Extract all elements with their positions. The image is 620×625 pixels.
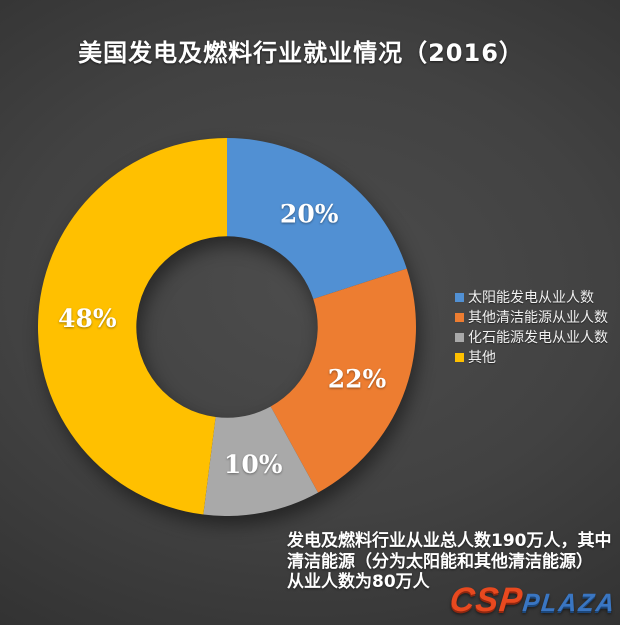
legend-swatch xyxy=(455,292,464,302)
slice-label-2: 10% xyxy=(224,450,283,479)
annotation-line: 清洁能源（分为太阳能和其他清洁能源） xyxy=(287,551,593,572)
annotation-line: 发电及燃料行业从业总人数190万人，其中 xyxy=(287,531,612,551)
legend-item-solar: 太阳能发电从业人数 xyxy=(455,287,608,307)
slice-2 xyxy=(203,406,319,516)
chart-annotation: 发电及燃料行业从业总人数190万人，其中 清洁能源（分为太阳能和其他清洁能源） … xyxy=(287,531,617,593)
legend-label: 其他 xyxy=(468,350,496,366)
slice-1 xyxy=(270,268,416,493)
slice-3 xyxy=(37,137,227,515)
slice-label-0: 20% xyxy=(280,200,339,229)
legend-label: 太阳能发电从业人数 xyxy=(468,290,594,306)
legend-swatch xyxy=(455,332,464,342)
legend-label: 其他清洁能源从业人数 xyxy=(468,310,608,326)
watermark-plaza-text: PLAZA xyxy=(520,589,618,617)
watermark-csp-text: CSP xyxy=(447,581,525,619)
slice-0 xyxy=(227,138,407,299)
cspplaza-watermark: CSP PLAZA xyxy=(448,581,618,620)
slice-label-3: 48% xyxy=(58,304,117,333)
slice-label-1: 22% xyxy=(328,364,387,393)
legend-swatch xyxy=(455,312,464,322)
legend-item-fossil: 化石能源发电从业人数 xyxy=(455,327,608,347)
legend-label: 化石能源发电从业人数 xyxy=(468,330,608,346)
legend-item-other: 其他 xyxy=(455,347,608,367)
legend-swatch xyxy=(455,352,464,362)
chart-legend: 太阳能发电从业人数 其他清洁能源从业人数 化石能源发电从业人数 其他 xyxy=(455,287,608,367)
legend-item-other-clean: 其他清洁能源从业人数 xyxy=(455,307,608,327)
donut-slices xyxy=(37,137,416,516)
donut-labels: 20% 22% 10% 48% xyxy=(58,200,386,480)
annotation-line: 从业人数为80万人 xyxy=(287,572,430,592)
chart-title: 美国发电及燃料行业就业情况（2016） xyxy=(78,39,524,67)
